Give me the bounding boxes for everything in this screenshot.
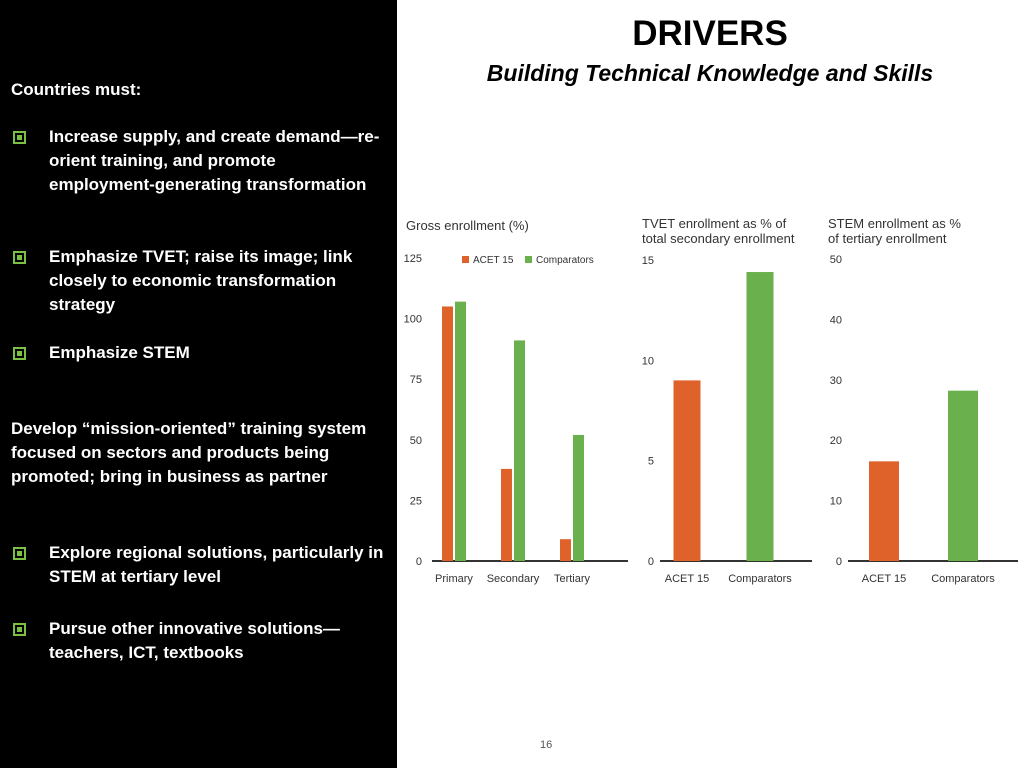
bar-comparators xyxy=(514,340,525,561)
y-tick-label: 5 xyxy=(648,456,654,468)
x-tick-label: ACET 15 xyxy=(665,573,709,585)
left-panel: Countries must: Increase supply, and cre… xyxy=(0,0,397,768)
y-tick-label: 125 xyxy=(404,253,422,265)
bar-comparators xyxy=(746,272,774,561)
square-bullet-icon xyxy=(13,251,26,264)
x-tick-label: Primary xyxy=(435,573,473,585)
bar-acet xyxy=(673,380,701,561)
chart-title: total secondary enrollment xyxy=(642,231,795,246)
x-tick-label: Secondary xyxy=(487,573,540,585)
y-tick-label: 0 xyxy=(836,556,842,568)
y-tick-label: 50 xyxy=(830,254,842,266)
legend-label: ACET 15 xyxy=(473,255,514,266)
y-tick-label: 20 xyxy=(830,435,842,447)
x-tick-label: Comparators xyxy=(728,573,792,585)
y-tick-label: 10 xyxy=(830,496,842,508)
page-number: 16 xyxy=(540,739,553,751)
legend-swatch-acet xyxy=(462,256,469,263)
bar-acet xyxy=(869,461,899,561)
y-tick-label: 0 xyxy=(648,556,654,568)
y-tick-label: 10 xyxy=(642,355,654,367)
y-tick-label: 40 xyxy=(830,314,842,326)
legend-swatch-comparators xyxy=(525,256,532,263)
bar-comparators xyxy=(948,390,978,561)
square-bullet-icon xyxy=(13,131,26,144)
gross-enrollment-chart: Gross enrollment (%) ACET 15 Comparators 0 2… xyxy=(404,218,628,585)
x-tick-label: Tertiary xyxy=(554,573,591,585)
y-tick-label: 25 xyxy=(410,495,422,507)
x-tick-label: Comparators xyxy=(931,573,995,585)
bar-comparators xyxy=(573,434,584,561)
bullet-item: Increase supply, and create demand—re-or… xyxy=(11,125,386,197)
bar-comparators xyxy=(455,301,466,561)
slide-subtitle: Building Technical Knowledge and Skills xyxy=(486,60,934,86)
x-tick-label: ACET 15 xyxy=(862,573,906,585)
y-tick-label: 0 xyxy=(416,556,422,568)
y-tick-label: 50 xyxy=(410,435,422,447)
slide-title: DRIVERS xyxy=(632,14,788,53)
y-tick-label: 100 xyxy=(404,314,422,326)
square-bullet-icon xyxy=(13,347,26,360)
bullet-item: Explore regional solutions, particularly… xyxy=(11,541,386,589)
chart-title: of tertiary enrollment xyxy=(828,231,947,246)
bullet-item: Pursue other innovative solutions—teache… xyxy=(11,617,386,665)
y-tick-label: 15 xyxy=(642,255,654,267)
bullet-item: Emphasize TVET; raise its image; link cl… xyxy=(11,245,386,317)
y-tick-label: 30 xyxy=(830,375,842,387)
stem-enrollment-chart: STEM enrollment as %of tertiary enrollme… xyxy=(828,216,1018,585)
chart-title: Gross enrollment (%) xyxy=(406,218,529,233)
chart-title: TVET enrollment as % of xyxy=(642,216,787,231)
bar-acet xyxy=(501,468,512,561)
mission-paragraph: Develop “mission-oriented” training syst… xyxy=(11,419,367,486)
square-bullet-icon xyxy=(13,547,26,560)
left-heading: Countries must: xyxy=(11,80,142,99)
y-tick-label: 75 xyxy=(410,374,422,386)
chart-title: STEM enrollment as % xyxy=(828,216,961,231)
bar-acet xyxy=(560,539,571,561)
legend-label: Comparators xyxy=(536,255,594,266)
square-bullet-icon xyxy=(13,623,26,636)
bar-acet xyxy=(442,306,453,561)
bullet-item: Emphasize STEM xyxy=(11,341,386,365)
